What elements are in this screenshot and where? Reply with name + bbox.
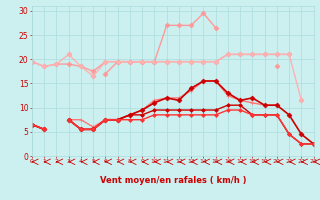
- X-axis label: Vent moyen/en rafales ( km/h ): Vent moyen/en rafales ( km/h ): [100, 176, 246, 185]
